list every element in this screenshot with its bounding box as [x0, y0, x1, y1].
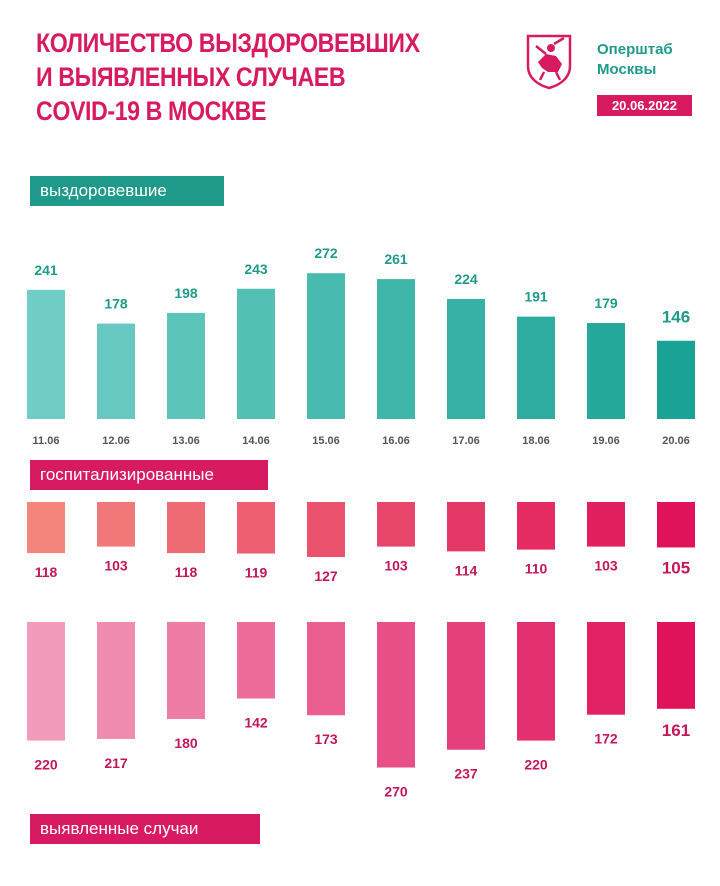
hospitalized-bar	[167, 502, 205, 554]
cases-value-label: 217	[104, 755, 128, 771]
hospitalized-value-label: 110	[525, 561, 548, 577]
hospitalized-value-label: 119	[245, 565, 268, 581]
recovered-bar	[307, 273, 345, 419]
date-tick-label: 14.06	[242, 435, 270, 447]
cases-bar	[587, 622, 625, 715]
recovered-bar	[237, 288, 275, 419]
hospitalized-bar	[237, 502, 275, 554]
hospitalized-value-label: 103	[594, 558, 618, 574]
cases-label: выявленные случаи	[30, 814, 260, 844]
hospitalized-value-label: 118	[175, 564, 198, 580]
recovered-value-label: 224	[454, 271, 478, 287]
recovered-value-label: 243	[244, 261, 268, 277]
recovered-bar	[657, 340, 695, 419]
cases-value-label: 142	[244, 715, 268, 731]
hospitalized-value-label: 105	[662, 558, 690, 577]
hospitalized-value-label: 103	[104, 558, 128, 574]
cases-value-label: 237	[454, 766, 478, 782]
recovered-value-label: 272	[314, 245, 338, 261]
date-tick-label: 16.06	[382, 435, 410, 447]
recovered-value-label: 178	[104, 296, 128, 312]
title-line-3: COVID-19 В МОСКВЕ	[36, 96, 267, 126]
recovered-bar	[447, 298, 485, 419]
hospitalized-value-label: 127	[314, 568, 338, 584]
recovered-value-label: 198	[174, 285, 198, 301]
cases-value-label: 172	[594, 731, 618, 747]
hospitalized-bar	[97, 502, 135, 547]
cases-bar	[27, 622, 65, 741]
hospitalized-bar	[307, 502, 345, 557]
recovered-value-label: 261	[384, 251, 408, 267]
date-tick-label: 13.06	[172, 435, 200, 447]
cases-value-label: 180	[174, 735, 198, 751]
hospitalized-bar	[517, 502, 555, 550]
moscow-coat-of-arms-icon	[524, 32, 574, 90]
cases-value-label: 161	[662, 721, 690, 740]
cases-bar	[377, 622, 415, 768]
cases-value-label: 270	[384, 784, 408, 800]
date-tick-label: 15.06	[312, 435, 340, 447]
cases-value-label: 220	[524, 757, 548, 773]
hospitalized-bar	[447, 502, 485, 552]
cases-bar	[447, 622, 485, 750]
cases-bar	[97, 622, 135, 739]
cases-bar	[517, 622, 555, 741]
hospitalized-label: госпитализированные	[30, 460, 268, 490]
recovered-label: выздоровевшие	[30, 176, 224, 206]
recovered-value-label: 191	[524, 289, 548, 305]
title-line-2: И ВЫЯВЛЕННЫХ СЛУЧАЕВ	[36, 62, 346, 92]
recovered-value-label: 146	[662, 308, 690, 327]
recovered-value-label: 179	[594, 295, 618, 311]
hospitalized-bar	[377, 502, 415, 547]
org-name: Оперштаб Москвы	[597, 40, 673, 80]
hospitalized-bar	[657, 502, 695, 548]
hospitalized-bar	[27, 502, 65, 554]
date-tick-label: 20.06	[662, 435, 690, 447]
date-tick-label: 18.06	[522, 435, 550, 447]
recovered-value-label: 241	[34, 262, 58, 278]
hospitalized-bar	[587, 502, 625, 547]
date-badge: 20.06.2022	[597, 95, 692, 116]
recovered-bar	[377, 279, 415, 419]
recovered-bar	[587, 323, 625, 419]
org-line-1: Оперштаб	[597, 41, 673, 58]
date-tick-label: 11.06	[33, 435, 60, 447]
page-title: КОЛИЧЕСТВО ВЫЗДОРОВЕВШИХ И ВЫЯВЛЕННЫХ СЛ…	[36, 26, 420, 128]
date-tick-label: 19.06	[592, 435, 620, 447]
cases-value-label: 220	[34, 757, 58, 773]
title-line-1: КОЛИЧЕСТВО ВЫЗДОРОВЕВШИХ	[36, 28, 420, 58]
date-tick-label: 17.06	[452, 435, 480, 447]
recovered-bar	[27, 289, 65, 419]
hospitalized-value-label: 103	[384, 558, 408, 574]
cases-bar	[307, 622, 345, 716]
cases-bar	[657, 622, 695, 709]
cases-value-label: 173	[314, 731, 338, 747]
hospitalized-value-label: 118	[35, 564, 58, 580]
recovered-bar	[517, 316, 555, 419]
org-line-2: Москвы	[597, 61, 657, 78]
recovered-bar	[167, 312, 205, 419]
cases-bar	[167, 622, 205, 720]
hospitalized-value-label: 114	[455, 562, 478, 578]
recovered-bar	[97, 323, 135, 419]
date-tick-label: 12.06	[102, 435, 130, 447]
cases-bar	[237, 622, 275, 699]
